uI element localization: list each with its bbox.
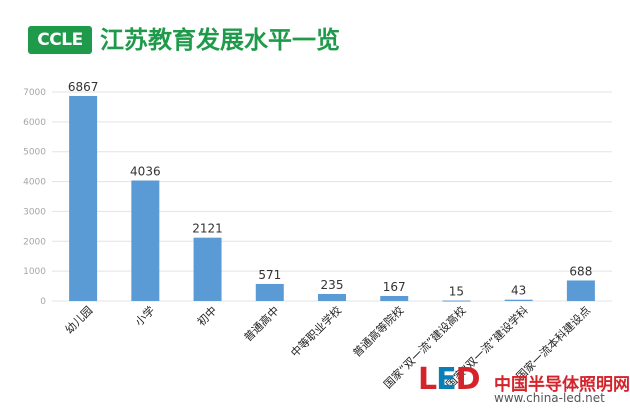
watermark-site-name: 中国半导体照明网 bbox=[494, 375, 630, 395]
bar-value-label: 571 bbox=[258, 268, 281, 282]
y-tick-label: 2000 bbox=[23, 237, 46, 247]
x-category-label: 普通高中 bbox=[241, 303, 282, 344]
bar bbox=[504, 299, 533, 301]
x-category-label: 中等职业学校 bbox=[288, 303, 345, 360]
bar-value-label: 688 bbox=[569, 264, 592, 278]
x-category-label: 普通高等院校 bbox=[350, 303, 407, 360]
bar-value-label: 6867 bbox=[68, 80, 99, 94]
x-category-label: 幼儿园 bbox=[63, 304, 96, 337]
y-tick-label: 5000 bbox=[23, 148, 46, 158]
bar bbox=[318, 293, 346, 301]
ccle-logo: CCLE bbox=[28, 26, 92, 54]
y-tick-label: 6000 bbox=[23, 118, 46, 128]
bar bbox=[255, 283, 284, 301]
bar-value-label: 43 bbox=[511, 284, 526, 298]
bars bbox=[69, 95, 595, 302]
bar-value-label: 235 bbox=[321, 278, 344, 292]
bar-value-label: 15 bbox=[449, 285, 464, 299]
y-tick-label: 4000 bbox=[23, 178, 46, 188]
bar-value-label: 167 bbox=[383, 280, 406, 294]
bar bbox=[442, 300, 471, 302]
bar bbox=[193, 237, 222, 301]
x-category-label: 初中 bbox=[194, 303, 219, 328]
bar bbox=[69, 95, 98, 301]
bar-value-label: 4036 bbox=[130, 164, 161, 178]
bar bbox=[131, 180, 160, 301]
led-logo: LED bbox=[418, 362, 481, 397]
y-tick-label: 0 bbox=[40, 297, 46, 307]
data-labels: 6867 4036 2121 571 235 167 15 43 688 bbox=[68, 80, 593, 299]
x-category-label: 小学 bbox=[132, 303, 157, 328]
watermark-brand: LED 中国半导体照明网 www.china-led.net bbox=[418, 362, 630, 412]
bar-value-label: 2121 bbox=[192, 222, 223, 236]
y-tick-label: 7000 bbox=[23, 88, 46, 98]
bar bbox=[380, 296, 409, 301]
y-tick-label: 3000 bbox=[23, 207, 46, 217]
y-axis-ticks: 0 1000 2000 3000 4000 5000 6000 7000 bbox=[23, 88, 46, 307]
chart-title: 江苏教育发展水平一览 bbox=[100, 26, 340, 54]
watermark-site-url: www.china-led.net bbox=[494, 391, 605, 405]
bar bbox=[566, 280, 595, 301]
y-tick-label: 1000 bbox=[23, 267, 46, 277]
